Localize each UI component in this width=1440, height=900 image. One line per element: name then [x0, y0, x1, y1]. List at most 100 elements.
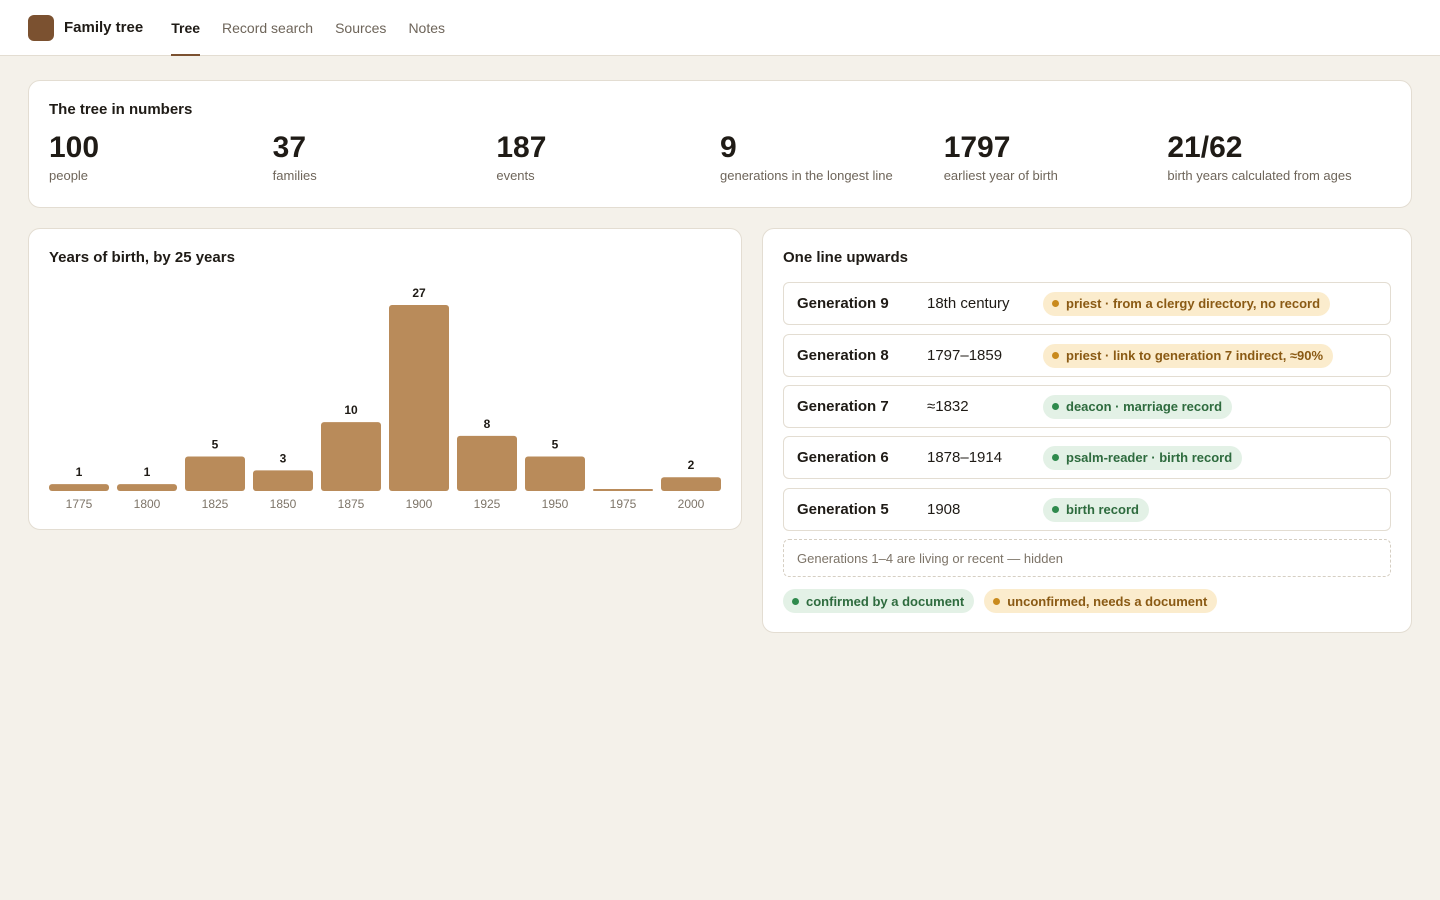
confirmed-dot-icon [1052, 403, 1059, 410]
unconfirmed-dot-icon [1052, 300, 1059, 307]
stat-value: 21/62 [1167, 131, 1243, 164]
generation-row[interactable]: Generation 5 1908 birth record [783, 488, 1391, 531]
app-logo [28, 14, 54, 41]
app-title: Family tree [64, 19, 144, 36]
x-tick-label: 2000 [678, 497, 705, 511]
unconfirmed-dot-icon [993, 597, 1001, 605]
bar-1850[interactable] [253, 470, 313, 491]
bar-value-label: 2 [688, 458, 695, 472]
status-legend: confirmed by a document unconfirmed, nee… [783, 589, 1218, 613]
bar-1975[interactable] [593, 489, 653, 491]
x-tick-label: 1775 [66, 497, 93, 511]
birth-years-chart: 1 1775 1 1800 5 1825 3 1850 10 1875 27 1900 8 1925 5 19… [49, 286, 721, 511]
generation-name: Generation 7 [797, 398, 889, 415]
bar-1900[interactable] [389, 305, 449, 491]
line-title: One line upwards [783, 249, 909, 266]
generation-status-badge: deacon · marriage record [1043, 394, 1233, 419]
stat-families: 37 families [272, 131, 497, 184]
stat-value: 187 [496, 131, 547, 164]
generation-years: 1908 [927, 501, 961, 518]
generation-note: priest · from a clergy directory, no rec… [1066, 296, 1321, 311]
stat-label: families [272, 168, 317, 183]
stat-value: 100 [49, 131, 100, 164]
tab-tree[interactable]: Tree [171, 0, 200, 56]
legend-unconfirmed-label: unconfirmed, needs a document [1007, 593, 1208, 609]
x-tick-label: 1800 [134, 497, 161, 511]
generation-note: priest · link to generation 7 indirect, … [1066, 348, 1324, 363]
generation-row[interactable]: Generation 6 1878–1914 psalm-reader · birt… [783, 436, 1391, 479]
x-tick-label: 1950 [542, 497, 569, 511]
stats-card: The tree in numbers 100 people 37 famili… [28, 80, 1412, 208]
generation-years: 1797–1859 [927, 347, 1003, 364]
chart-title: Years of birth, by 25 years [49, 249, 235, 266]
generation-name: Generation 5 [797, 501, 889, 518]
bar-2000[interactable] [661, 477, 721, 491]
bar-value-label: 5 [212, 438, 219, 452]
confirmed-dot-icon [792, 597, 799, 605]
stats-title: The tree in numbers [49, 101, 193, 118]
tab-record-search[interactable]: Record search [222, 19, 314, 36]
stat-label: birth years calculated from ages [1167, 168, 1352, 183]
x-tick-label: 1900 [406, 497, 433, 511]
unconfirmed-dot-icon [1052, 352, 1059, 359]
generation-note: birth record [1066, 502, 1139, 517]
generation-row[interactable]: Generation 8 1797–1859 priest · link to ge… [783, 334, 1391, 377]
stat-label: generations in the longest line [720, 168, 893, 183]
nav-tabs: Tree Record search Sources Notes [171, 0, 467, 56]
generation-name: Generation 9 [797, 295, 889, 312]
x-tick-label: 1850 [270, 497, 297, 511]
bar-1775[interactable] [49, 484, 109, 491]
legend-confirmed: confirmed by a document [783, 589, 975, 613]
stat-calculated-births: 21/62 birth years calculated from ages [1167, 131, 1391, 184]
bar-1875[interactable] [321, 422, 381, 491]
stat-value: 37 [272, 131, 307, 164]
generation-years: ≈1832 [927, 398, 969, 415]
stat-events: 187 events [496, 131, 720, 184]
bar-1800[interactable] [117, 484, 177, 491]
legend-confirmed-label: confirmed by a document [806, 593, 965, 609]
generation-status-badge: psalm-reader · birth record [1043, 445, 1243, 470]
bar-1925[interactable] [457, 435, 517, 491]
stat-people: 100 people [49, 131, 273, 184]
generation-years: 1878–1914 [927, 449, 1003, 466]
bar-value-label: 1 [76, 465, 83, 479]
generation-status-badge: birth record [1043, 497, 1149, 522]
bar-value-label: 5 [552, 438, 559, 452]
stat-value: 1797 [943, 131, 1011, 164]
generation-status-badge: priest · from a clergy directory, no rec… [1043, 291, 1331, 316]
stat-generations: 9 generations in the longest line [720, 131, 944, 184]
birth-years-chart-card: Years of birth, by 25 years 1 1775 1 1800 5 1… [28, 228, 742, 530]
generation-note: deacon · marriage record [1066, 399, 1223, 414]
generation-years: 18th century [927, 295, 1010, 312]
bar-1950[interactable] [525, 456, 585, 491]
generation-note: psalm-reader · birth record [1066, 450, 1233, 465]
x-tick-label: 1875 [338, 497, 365, 511]
confirmed-dot-icon [1052, 506, 1059, 513]
x-tick-label: 1925 [474, 497, 501, 511]
stats-list: 100 people 37 families 187 events 9 gene… [49, 131, 1391, 184]
legend-unconfirmed: unconfirmed, needs a document [984, 589, 1218, 613]
bar-value-label: 10 [344, 403, 358, 417]
stat-earliest-birth: 1797 earliest year of birth [943, 131, 1168, 184]
line-upwards-card: One line upwards Generation 9 18th centur… [762, 228, 1412, 633]
x-tick-label: 1975 [610, 497, 637, 511]
bar-1825[interactable] [185, 456, 245, 491]
stat-value: 9 [720, 131, 737, 164]
tab-notes[interactable]: Notes [408, 19, 446, 36]
stat-label: events [496, 168, 535, 183]
hidden-generations-note: Generations 1–4 are living or recent — h… [783, 539, 1391, 577]
tab-sources[interactable]: Sources [335, 19, 387, 36]
generation-row[interactable]: Generation 7 ≈1832 deacon · marriage recor… [783, 385, 1391, 428]
bar-value-label: 1 [144, 465, 151, 479]
x-tick-label: 1825 [202, 497, 229, 511]
generation-name: Generation 6 [797, 449, 889, 466]
stat-label: people [49, 168, 89, 183]
bar-value-label: 3 [280, 451, 287, 465]
generation-name: Generation 8 [797, 347, 889, 364]
generation-row[interactable]: Generation 9 18th century priest · from a … [783, 282, 1391, 325]
bar-value-label: 27 [412, 286, 426, 300]
top-bar: Family tree Tree Record search Sources N… [0, 0, 1440, 56]
stat-label: earliest year of birth [943, 168, 1058, 183]
confirmed-dot-icon [1052, 454, 1059, 461]
bar-value-label: 8 [484, 417, 491, 431]
